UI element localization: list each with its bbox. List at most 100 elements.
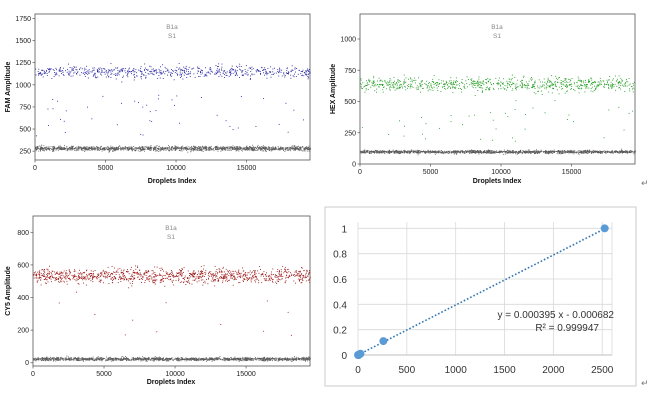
droplet-point — [415, 151, 417, 153]
droplet-point — [270, 76, 272, 78]
droplet-point — [73, 72, 75, 74]
droplet-point — [99, 149, 101, 151]
droplet-point — [291, 146, 293, 148]
fam-y-tick-label: 1500 — [15, 38, 31, 45]
droplet-point — [628, 151, 630, 153]
droplet-point — [382, 85, 383, 87]
droplet-point — [64, 273, 66, 275]
droplet-point — [294, 149, 296, 151]
droplet-point — [198, 149, 200, 151]
droplet-point — [139, 149, 141, 150]
droplet-point — [86, 149, 88, 151]
droplet-point — [111, 146, 112, 148]
droplet-point — [159, 150, 161, 152]
droplet-point — [429, 82, 430, 84]
droplet-point — [234, 147, 235, 149]
droplet-point — [184, 72, 186, 74]
droplet-point — [204, 148, 205, 150]
droplet-point — [158, 68, 160, 70]
droplet-point — [445, 151, 447, 153]
droplet-point — [440, 152, 442, 153]
droplet-point — [551, 83, 553, 85]
droplet-point — [403, 152, 405, 154]
droplet-point — [274, 148, 276, 150]
droplet-point — [287, 73, 289, 75]
droplet-point — [522, 152, 524, 154]
droplet-point — [590, 88, 592, 89]
droplet-point — [258, 279, 260, 281]
droplet-point — [286, 149, 288, 151]
droplet-point — [52, 146, 54, 148]
droplet-point — [192, 146, 194, 148]
droplet-point — [37, 147, 39, 149]
droplet-point — [204, 73, 206, 75]
droplet-point — [551, 152, 553, 154]
droplet-point — [605, 150, 607, 152]
droplet-point — [377, 152, 379, 154]
droplet-point — [232, 274, 234, 276]
droplet-point — [261, 67, 263, 69]
droplet-point — [57, 100, 59, 102]
droplet-point — [457, 152, 459, 153]
droplet-point — [405, 81, 407, 83]
droplet-point — [170, 72, 172, 74]
droplet-point — [287, 149, 289, 151]
droplet-point — [160, 148, 162, 150]
droplet-point — [381, 83, 383, 85]
droplet-point — [215, 147, 217, 149]
droplet-point — [68, 70, 70, 72]
droplet-point — [186, 147, 188, 149]
droplet-point — [214, 285, 216, 287]
fam-annotation-well: B1a — [166, 24, 178, 31]
droplet-point — [89, 147, 90, 149]
droplet-point — [361, 127, 363, 129]
droplet-point — [213, 148, 215, 150]
droplet-point — [72, 148, 74, 150]
droplet-point — [364, 91, 366, 93]
droplet-point — [105, 76, 107, 78]
droplet-point — [43, 148, 44, 150]
droplet-point — [279, 149, 281, 151]
droplet-point — [117, 268, 119, 270]
droplet-point — [165, 68, 167, 70]
droplet-point — [453, 150, 455, 152]
droplet-point — [258, 69, 260, 71]
droplet-point — [143, 147, 145, 149]
droplet-point — [462, 150, 463, 152]
droplet-point — [154, 266, 156, 268]
droplet-point — [215, 65, 217, 66]
droplet-point — [601, 152, 603, 154]
droplet-point — [374, 152, 375, 154]
droplet-point — [236, 273, 238, 275]
droplet-point — [448, 82, 450, 84]
droplet-point — [154, 146, 155, 148]
droplet-point — [117, 147, 119, 149]
droplet-point — [58, 69, 60, 71]
droplet-point — [455, 86, 457, 88]
droplet-point — [604, 86, 605, 88]
droplet-point — [507, 83, 509, 85]
droplet-point — [450, 77, 452, 79]
droplet-point — [59, 148, 61, 150]
droplet-point — [364, 84, 366, 86]
droplet-point — [154, 70, 156, 71]
droplet-point — [412, 81, 413, 83]
droplet-point — [237, 66, 238, 68]
droplet-point — [187, 278, 189, 279]
droplet-point — [474, 151, 476, 152]
droplet-point — [585, 87, 587, 89]
droplet-point — [215, 149, 217, 151]
droplet-point — [490, 150, 492, 152]
droplet-point — [458, 151, 459, 153]
droplet-point — [405, 89, 407, 91]
droplet-point — [465, 151, 467, 153]
droplet-point — [450, 82, 452, 84]
droplet-point — [231, 69, 233, 71]
droplet-point — [150, 149, 152, 151]
droplet-point — [173, 70, 175, 72]
droplet-point — [100, 73, 102, 75]
droplet-point — [175, 149, 177, 151]
droplet-point — [460, 150, 462, 152]
droplet-point — [293, 109, 295, 111]
droplet-point — [133, 68, 135, 70]
